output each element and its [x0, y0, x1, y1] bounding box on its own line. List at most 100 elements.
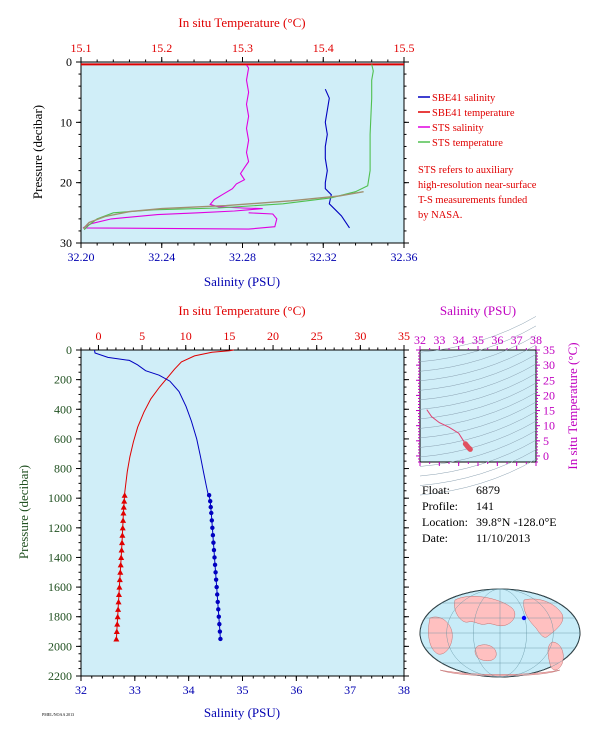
- temperature-marker: [116, 576, 123, 583]
- salinity-marker: [213, 570, 218, 575]
- bottom-tick-label-2: 37: [344, 683, 356, 697]
- isoline: [419, 420, 537, 458]
- bottom-tick-label-1: 32.20: [68, 250, 95, 264]
- ts-line: [426, 409, 465, 443]
- sts-note: STS refers to auxiliary high-resolution n…: [418, 165, 537, 221]
- bottom-tick-label-1: 32.36: [391, 250, 418, 264]
- land-africa: [428, 616, 453, 655]
- isoline: [419, 382, 537, 420]
- legend: SBE41 salinity SBE41 temperature STS salin…: [418, 93, 515, 149]
- bottom-tick-label-1: 32.24: [148, 250, 175, 264]
- temperature-marker: [120, 517, 127, 523]
- y-tick-label-2: 0: [66, 343, 72, 357]
- ts-top-tick-label: 38: [530, 333, 542, 347]
- temperature-marker: [118, 554, 125, 560]
- series-3: [426, 409, 473, 452]
- top-axis-title-2: In situ Temperature (°C): [178, 303, 305, 318]
- salinity-marker: [206, 493, 212, 498]
- y-tick-label-2: 2200: [48, 669, 72, 683]
- isoline: [419, 458, 537, 496]
- bottom-tick-label-2: 33: [129, 683, 141, 697]
- isoline: [419, 316, 537, 353]
- temperature-marker: [114, 621, 121, 627]
- top-tick-label-1: 15.5: [394, 41, 415, 55]
- legend-label: SBE41 temperature: [432, 108, 515, 119]
- float-location-marker: [521, 615, 527, 621]
- top-tick-label-2: 25: [311, 329, 323, 343]
- temperature-marker: [119, 532, 126, 538]
- temperature-marker: [117, 561, 124, 568]
- y-tick-label-2: 400: [54, 402, 72, 416]
- location-value: 39.8°N -128.0°E: [476, 515, 557, 529]
- legend-label: STS salinity: [432, 123, 484, 134]
- salinity-marker: [211, 547, 217, 553]
- ts-right-tick-label: 30: [543, 358, 555, 372]
- salinity-marker: [213, 577, 219, 582]
- bottom-tick-label-2: 38: [398, 683, 410, 697]
- float-label: Float:: [422, 483, 450, 497]
- date-label: Date:: [422, 531, 448, 545]
- temperature-marker: [115, 606, 122, 612]
- density-isolines: [419, 316, 537, 496]
- profile-label: Profile:: [422, 499, 458, 513]
- isoline: [419, 449, 537, 486]
- world-map: [419, 588, 581, 678]
- ts-top-tick-label: 37: [511, 333, 523, 347]
- land-eurasia: [454, 596, 516, 627]
- isoline: [419, 344, 537, 382]
- top-tick-label-2: 35: [398, 329, 410, 343]
- sts-temperature-overlap-line: [82, 191, 364, 229]
- isoline: [419, 335, 537, 372]
- y-tick-label-2: 1400: [48, 550, 72, 564]
- ts-top-tick-label: 33: [433, 333, 445, 347]
- salinity-marker: [209, 518, 215, 523]
- temperature-marker: [120, 510, 127, 516]
- land-australia: [474, 644, 497, 661]
- salinity-marker: [214, 584, 219, 590]
- ts-right-tick-label: 35: [543, 343, 555, 357]
- note-line: T-S measurements funded: [418, 195, 528, 206]
- y-tick-label-1: 30: [60, 236, 72, 250]
- profile-value: 141: [476, 499, 494, 513]
- land-antarctica: [439, 669, 561, 677]
- top-tick-label-1: 15.3: [232, 41, 253, 55]
- isoline: [419, 363, 537, 401]
- bottom-axis-title-1: Salinity (PSU): [204, 274, 280, 289]
- plot-area-3: [419, 349, 537, 463]
- isoline: [419, 325, 537, 363]
- date-value: 11/10/2013: [476, 531, 530, 545]
- temperature-marker: [116, 584, 123, 590]
- salinity-line: [94, 349, 209, 494]
- bottom-tick-label-1: 32.32: [310, 250, 337, 264]
- axes-ticks-2: 0 5 10 15 20 25 30 35 32 33 34 35 36 37 38 0 200 400 600 80…: [48, 329, 410, 697]
- ts-top-tick-label: 35: [472, 333, 484, 347]
- map-graticule: [419, 588, 581, 678]
- salinity-marker: [210, 525, 215, 531]
- note-line: STS refers to auxiliary: [418, 165, 514, 176]
- axes-ticks-1: 15.1 15.2 15.3 15.4 15.5 32.20 32.24 32.28 32.32…: [60, 41, 418, 264]
- series-1: [81, 63, 404, 231]
- ts-right-tick-label: 20: [543, 388, 555, 402]
- top-tick-label-1: 15.2: [151, 41, 172, 55]
- isoline: [419, 354, 537, 391]
- ts-right-tick-label: 25: [543, 373, 555, 387]
- sbe41-salinity-line: [324, 88, 350, 229]
- temperature-marker: [120, 504, 127, 510]
- ts-marker: [467, 446, 473, 452]
- bottom-tick-label-2: 35: [237, 683, 249, 697]
- top-tick-label-2: 15: [223, 329, 235, 343]
- top-axis-title-3: Salinity (PSU): [440, 303, 516, 318]
- ts-top-tick-label: 32: [414, 333, 426, 347]
- top-tick-label-2: 5: [139, 329, 145, 343]
- temperature-marker: [119, 524, 126, 531]
- salinity-marker: [214, 592, 220, 597]
- temperature-marker: [119, 539, 126, 546]
- salinity-marker: [212, 555, 217, 560]
- isoline: [419, 401, 537, 439]
- isoline: [419, 392, 537, 429]
- ts-top-tick-label: 36: [491, 333, 503, 347]
- near-surface-chart: In situ Temperature (°C) Salinity (PSU) …: [30, 15, 418, 289]
- y-tick-label-2: 200: [54, 373, 72, 387]
